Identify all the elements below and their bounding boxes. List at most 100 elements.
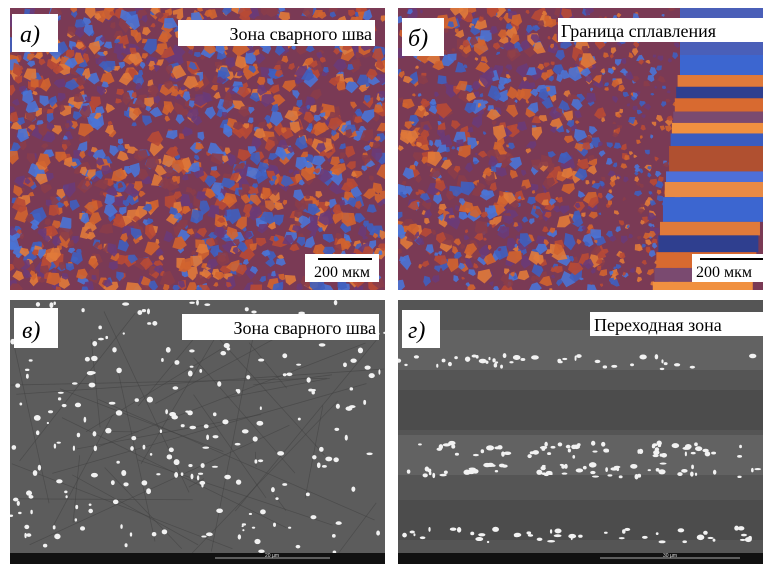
texture [273, 523, 276, 527]
texture [660, 222, 760, 236]
texture [398, 500, 763, 540]
texture [174, 459, 180, 465]
texture [206, 532, 213, 536]
texture [611, 365, 617, 368]
texture [112, 347, 116, 352]
texture [682, 540, 687, 543]
texture [457, 527, 461, 533]
texture [343, 362, 347, 367]
texture [595, 360, 601, 363]
texture [224, 343, 230, 348]
texture [658, 235, 758, 252]
texture [13, 498, 18, 502]
texture [306, 492, 310, 496]
texture [564, 464, 567, 469]
texture [660, 453, 663, 456]
texture [162, 529, 168, 534]
texture [75, 518, 77, 521]
texture [363, 400, 366, 405]
texture [196, 300, 199, 306]
texture [26, 533, 31, 537]
texture [220, 351, 226, 355]
texture [544, 442, 547, 447]
texture [486, 445, 494, 450]
texture [685, 452, 687, 457]
texture [465, 356, 470, 361]
texture [653, 282, 753, 297]
texture [676, 87, 763, 98]
texture [648, 469, 651, 471]
texture [604, 532, 608, 534]
texture [509, 361, 513, 363]
texture [57, 442, 61, 444]
texture [707, 537, 713, 539]
texture [680, 55, 763, 75]
texture [336, 404, 340, 409]
texture [29, 495, 34, 499]
texture [530, 451, 535, 454]
texture [137, 310, 142, 315]
texture [217, 381, 221, 386]
texture [566, 445, 571, 449]
texture [75, 505, 78, 509]
texture [558, 361, 563, 364]
texture [740, 539, 746, 541]
texture [691, 465, 694, 470]
texture [420, 536, 426, 539]
texture [478, 533, 485, 536]
texture [660, 368, 665, 370]
texture [748, 536, 752, 540]
texture [245, 307, 249, 311]
texture [201, 536, 206, 538]
panel-caption: Граница сплавления [561, 21, 716, 41]
texture [741, 534, 747, 537]
texture [332, 534, 336, 538]
texture [404, 364, 407, 366]
texture [619, 537, 625, 539]
texture [174, 360, 179, 365]
panel-label: а) [20, 22, 40, 48]
texture [713, 539, 716, 542]
texture [502, 464, 508, 467]
texture [549, 288, 552, 291]
texture [678, 528, 685, 532]
texture [503, 353, 507, 358]
texture [436, 364, 438, 368]
texture [601, 442, 605, 447]
texture [161, 358, 164, 362]
texture [713, 470, 716, 475]
texture [75, 403, 81, 408]
texture [614, 466, 621, 469]
texture [673, 112, 763, 123]
texture [322, 465, 327, 468]
texture [275, 497, 278, 500]
texture [260, 406, 262, 410]
texture [481, 449, 484, 453]
texture [605, 467, 608, 472]
texture [695, 446, 702, 451]
texture [451, 445, 455, 449]
texture [423, 473, 428, 477]
texture [125, 543, 128, 547]
texture [402, 533, 407, 538]
texture [171, 415, 178, 419]
texture [30, 510, 32, 514]
texture [690, 471, 694, 476]
texture [92, 341, 97, 346]
texture [123, 482, 128, 486]
texture [54, 444, 56, 449]
texture [494, 446, 500, 449]
texture [189, 349, 195, 352]
texture [24, 533, 26, 538]
texture [591, 441, 595, 446]
texture [24, 525, 29, 529]
panel-label: в) [22, 318, 40, 344]
texture [473, 454, 479, 456]
texture [120, 524, 122, 529]
texture [677, 472, 682, 476]
texture [252, 527, 255, 529]
texture [43, 544, 47, 548]
texture [514, 535, 520, 538]
texture [319, 343, 326, 346]
texture [672, 123, 763, 134]
